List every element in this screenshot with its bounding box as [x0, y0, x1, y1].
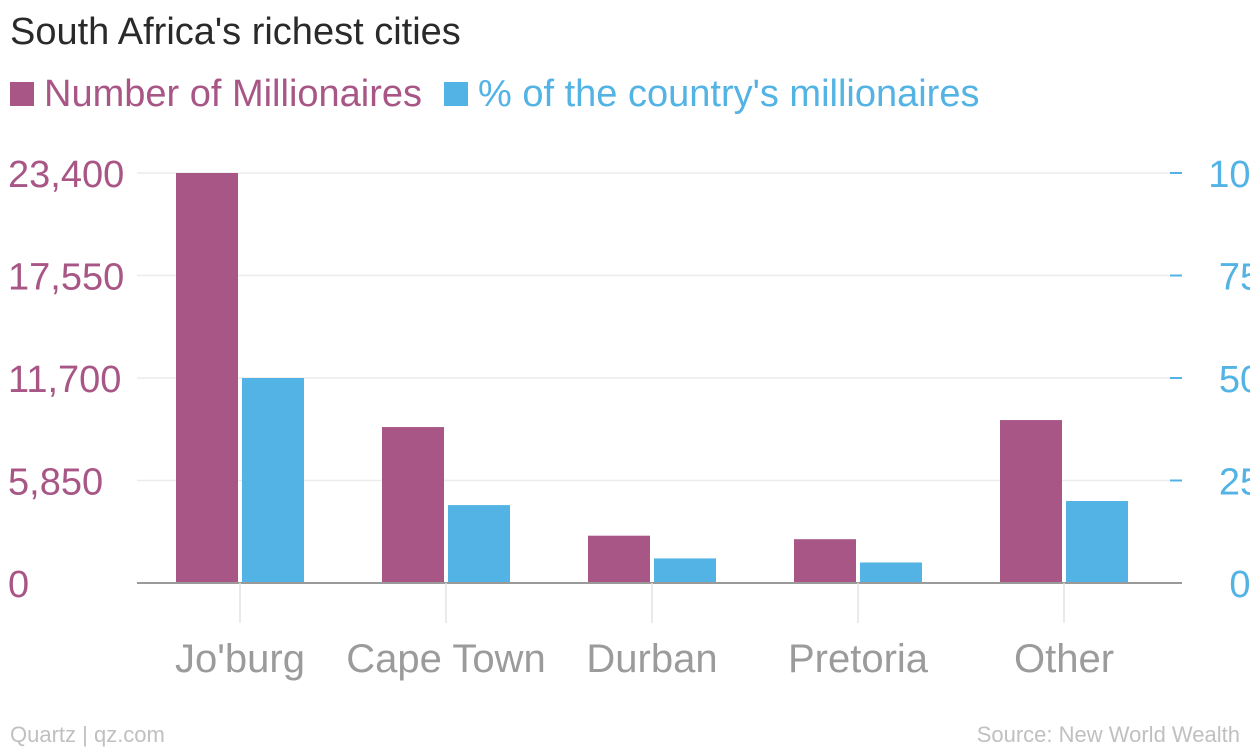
left-tick-label: 11,700: [8, 359, 121, 401]
left-tick-label: 17,550: [8, 257, 124, 299]
left-tick-label: 5,850: [8, 462, 103, 504]
category-label: Pretoria: [788, 637, 929, 681]
category-label: Cape Town: [346, 637, 545, 681]
bar-millionaires-2: [588, 535, 650, 583]
right-tick-label: 25: [1219, 462, 1250, 504]
footer-source: Source: New World Wealth: [977, 722, 1240, 747]
bar-millionaires-1: [382, 427, 444, 583]
bars: [176, 173, 1128, 583]
chart-title: South Africa's richest cities: [10, 11, 461, 53]
legend-label-0: Number of Millionaires: [44, 73, 422, 115]
bar-percent-2: [654, 558, 716, 583]
category-label: Other: [1014, 637, 1114, 681]
bar-millionaires-3: [794, 539, 856, 583]
x-axis: Jo'burg Cape Town Durban Pretoria Other: [175, 583, 1114, 681]
left-axis: 0 5,850 11,700 17,550 23,400: [8, 154, 124, 606]
bar-millionaires-0: [176, 173, 238, 583]
footer-credit: Quartz | qz.com: [10, 722, 165, 747]
right-tick-label: 75: [1219, 257, 1250, 299]
left-tick-label: 0: [8, 564, 29, 606]
legend-swatch-1: [444, 82, 469, 106]
bar-percent-3: [860, 562, 922, 583]
bar-percent-0: [242, 378, 304, 583]
right-tick-label: 50: [1219, 359, 1250, 401]
legend-label-1: % of the country's millionaires: [478, 73, 979, 115]
gridlines: [137, 172, 1170, 482]
legend: Number of Millionaires % of the country's…: [10, 73, 979, 115]
category-label: Durban: [586, 637, 717, 681]
legend-swatch-0: [10, 82, 34, 106]
right-tick-label: 100: [1208, 154, 1250, 196]
right-axis: 0 25 50 75 100: [1170, 154, 1250, 606]
right-tick-label: 0: [1229, 564, 1250, 606]
category-label: Jo'burg: [175, 637, 305, 681]
bar-millionaires-4: [1000, 420, 1062, 583]
left-tick-label: 23,400: [8, 154, 124, 196]
bar-percent-4: [1066, 501, 1128, 583]
bar-percent-1: [448, 505, 510, 583]
